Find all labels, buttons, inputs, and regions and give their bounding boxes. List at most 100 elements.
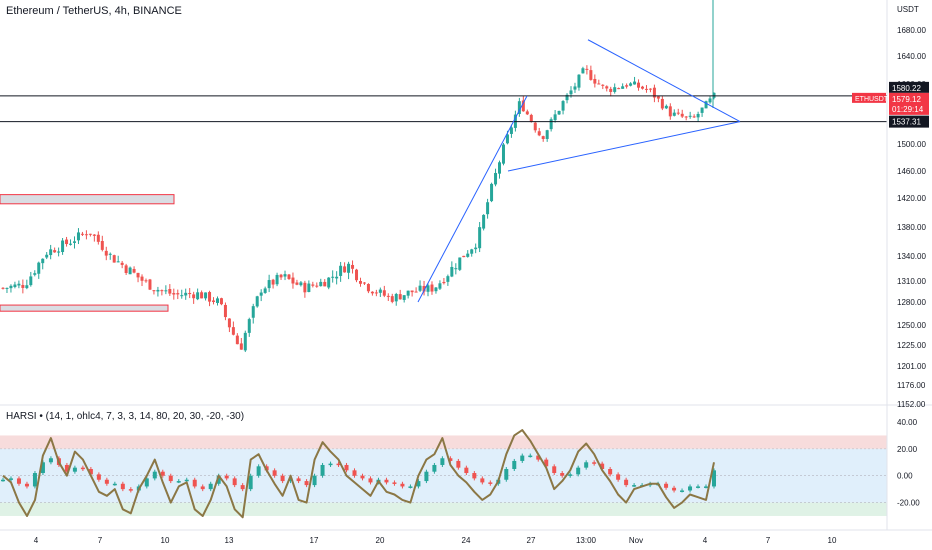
candle-body bbox=[609, 88, 613, 92]
time-tick-label: 24 bbox=[462, 536, 471, 545]
ha-candle bbox=[392, 482, 397, 484]
last-price-label: 1579.12 bbox=[892, 95, 921, 104]
candle-body bbox=[426, 285, 430, 292]
time-tick-label: 4 bbox=[703, 536, 708, 545]
candle-body bbox=[474, 247, 478, 250]
time-tick-label: 27 bbox=[527, 536, 536, 545]
candle-body bbox=[196, 292, 200, 300]
ha-candle bbox=[160, 471, 165, 476]
ha-candle bbox=[152, 471, 157, 479]
ha-candle bbox=[624, 479, 629, 486]
candle-body bbox=[136, 272, 140, 278]
ha-candle bbox=[344, 464, 349, 471]
ha-candle bbox=[448, 458, 453, 461]
candle-body bbox=[231, 327, 235, 335]
rsi-line bbox=[2, 429, 715, 519]
candle-body bbox=[168, 289, 172, 294]
time-tick-label: 10 bbox=[161, 536, 170, 545]
candle-body bbox=[104, 250, 108, 256]
ha-candle bbox=[232, 478, 237, 486]
ha-candle bbox=[528, 455, 533, 458]
candle-body bbox=[557, 110, 561, 115]
ha-candle bbox=[464, 467, 469, 474]
candle-body bbox=[17, 283, 21, 286]
candle-body bbox=[402, 295, 406, 300]
candle-body bbox=[80, 233, 84, 235]
candle-body bbox=[184, 292, 188, 296]
ha-candle bbox=[352, 470, 357, 476]
candle-body bbox=[263, 288, 267, 293]
candle-body bbox=[311, 284, 315, 286]
candle-body bbox=[37, 262, 41, 274]
price-tick-label: 1420.00 bbox=[897, 194, 926, 203]
ha-candle bbox=[224, 475, 229, 479]
ha-candle bbox=[552, 466, 557, 474]
time-tick-label: 7 bbox=[98, 536, 103, 545]
candle-body bbox=[549, 119, 553, 130]
candle-body bbox=[212, 300, 216, 302]
candle-body bbox=[374, 292, 378, 294]
ha-candle bbox=[384, 479, 389, 483]
indicator-pane: 40.00 20.00 0.00 -20.00 bbox=[0, 404, 932, 519]
candle-body bbox=[180, 295, 184, 297]
candle-body bbox=[335, 276, 339, 279]
chart-title: Ethereum / TetherUS, 4h, BINANCE bbox=[6, 5, 182, 17]
ha-candle bbox=[536, 455, 541, 460]
ha-candle bbox=[176, 481, 181, 483]
candle-body bbox=[486, 202, 490, 215]
candle-body bbox=[545, 130, 549, 139]
candle-body bbox=[498, 162, 502, 174]
ha-candle bbox=[712, 470, 716, 487]
candle-body bbox=[299, 282, 303, 286]
price-tick-label: 1280.00 bbox=[897, 298, 926, 307]
ha-candle bbox=[304, 481, 309, 486]
price-axis[interactable]: USDT1680.001640.001600.001500.001460.001… bbox=[852, 0, 929, 530]
candle-body bbox=[664, 105, 668, 109]
candle-body bbox=[247, 319, 251, 333]
last-price-tag bbox=[889, 92, 929, 115]
candle-body bbox=[668, 106, 672, 117]
candle-body bbox=[61, 240, 65, 252]
candle-body bbox=[458, 257, 462, 270]
ha-candle bbox=[184, 479, 189, 482]
candle-body bbox=[410, 290, 414, 293]
ha-candle bbox=[440, 458, 445, 465]
candle-body bbox=[390, 296, 394, 302]
candle-body bbox=[494, 172, 498, 185]
ha-candle bbox=[432, 464, 437, 472]
candle-body bbox=[255, 296, 259, 307]
candle-body bbox=[462, 255, 466, 258]
price-tick-label: 1152.00 bbox=[897, 400, 926, 409]
candle-body bbox=[239, 343, 243, 350]
candle-body bbox=[406, 290, 410, 296]
zone-box bbox=[0, 304, 169, 312]
candle-body bbox=[96, 234, 100, 242]
candle-body bbox=[696, 113, 700, 118]
candle-body bbox=[601, 84, 605, 86]
candle-body bbox=[466, 253, 470, 257]
candle-body bbox=[160, 290, 164, 292]
candle-body bbox=[227, 318, 231, 328]
indicator-tick-label: 0.00 bbox=[897, 472, 913, 481]
candle-body bbox=[323, 281, 327, 287]
candle-body bbox=[112, 255, 116, 263]
candle-body bbox=[386, 295, 390, 297]
ha-candle bbox=[704, 486, 709, 488]
ha-candle bbox=[240, 485, 245, 490]
candle-body bbox=[303, 282, 307, 293]
candle-body bbox=[92, 234, 96, 236]
candle-body bbox=[152, 290, 156, 292]
indicator-title: HARSI • (14, 1, ohlc4, 7, 3, 3, 14, 80, … bbox=[6, 411, 245, 422]
time-axis[interactable]: 4 7 10 13 17 20 24 27 13:00 Nov 4 7 10 bbox=[0, 529, 932, 545]
candle-body bbox=[72, 241, 76, 243]
indicator-tick-label: 40.00 bbox=[897, 418, 918, 427]
ha-candle bbox=[336, 463, 341, 466]
indicator-tick-label: 20.00 bbox=[897, 445, 918, 454]
candle-body bbox=[446, 276, 450, 282]
candle-body bbox=[319, 281, 323, 287]
candle-body bbox=[438, 283, 442, 289]
candle-body bbox=[219, 298, 223, 305]
candle-body bbox=[327, 277, 331, 288]
candle-body bbox=[509, 127, 513, 134]
candle-body bbox=[164, 290, 168, 292]
